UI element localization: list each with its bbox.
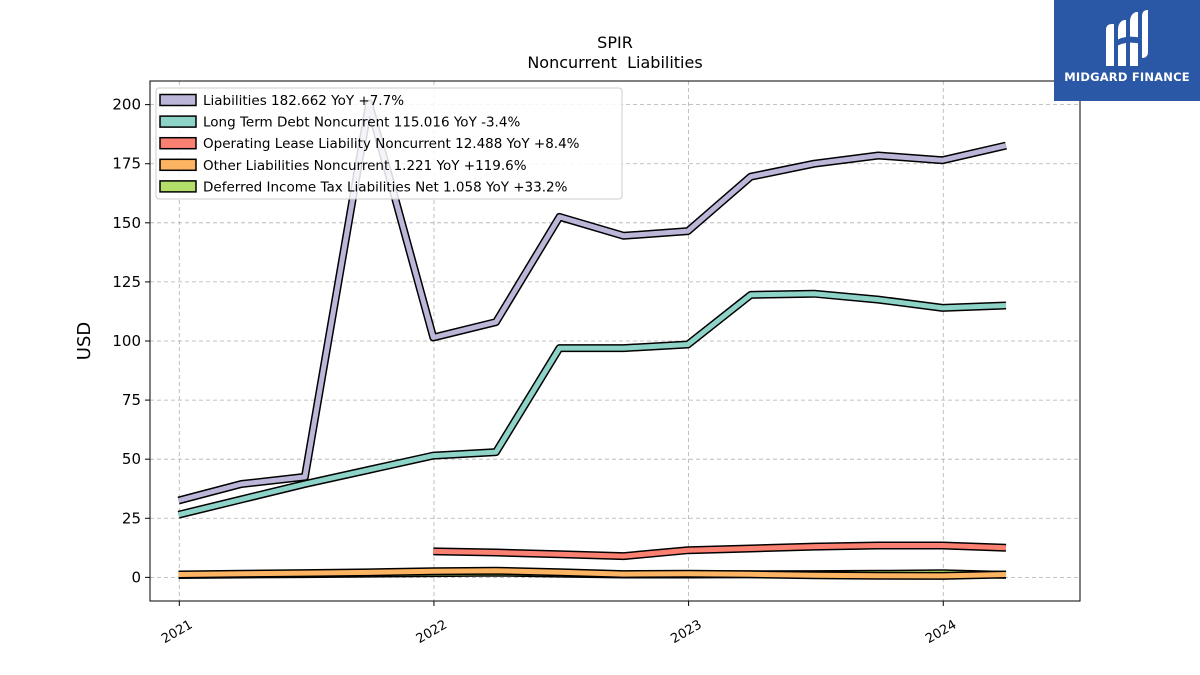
x-tick-label: 2024 [923, 617, 959, 647]
x-tick-label: 2021 [159, 617, 195, 647]
y-tick-label: 25 [122, 509, 141, 527]
series-line [178, 291, 1007, 518]
y-tick-label: 175 [112, 155, 141, 173]
brand-name: MIDGARD FINANCE [1064, 70, 1190, 84]
legend-entry[interactable]: Operating Lease Liability Noncurrent 12.… [203, 136, 580, 152]
y-tick-label: 100 [112, 332, 141, 350]
chart-title: SPIR [597, 33, 633, 52]
series-line-outline [177, 289, 1007, 519]
legend-entry[interactable]: Other Liabilities Noncurrent 1.221 YoY +… [203, 158, 527, 174]
legend[interactable]: Liabilities 182.662 YoY +7.7% Long Term D… [155, 87, 623, 200]
y-tick-label: 75 [122, 391, 141, 409]
x-tick-label: 2022 [414, 617, 450, 647]
legend-box [155, 87, 623, 200]
y-tick-label: 50 [122, 450, 141, 468]
series-layer [177, 99, 1007, 580]
chart-subtitle: Noncurrent Liabilities [527, 53, 702, 72]
legend-swatch [159, 136, 197, 150]
legend-swatch [159, 180, 197, 193]
series-line [177, 101, 1007, 503]
legend-entry[interactable]: Liabilities 182.662 YoY +7.7% [203, 93, 404, 109]
series-long-term-debt-noncurrent [177, 289, 1007, 519]
series-operating-lease-liability-noncurrent [433, 541, 1007, 561]
series-line [433, 543, 1007, 559]
legend-entry[interactable]: Long Term Debt Noncurrent 115.016 YoY -3… [203, 115, 520, 131]
x-tick-label: 2023 [668, 617, 704, 647]
y-tick-label: 125 [112, 273, 141, 291]
y-tick-label: 0 [131, 568, 141, 586]
axes: 0 25 50 75 100 125 150 175 200 2021 2022 2023 2024 [112, 96, 959, 647]
legend-swatch [159, 115, 197, 128]
midgard-logo-icon [1106, 10, 1148, 66]
y-tick-label: 150 [112, 214, 141, 232]
brand-logo: MIDGARD FINANCE [1054, 0, 1200, 101]
series-other-liabilities-noncurrent [178, 566, 1007, 580]
legend-entry[interactable]: Deferred Income Tax Liabilities Net 1.05… [203, 179, 568, 195]
series-line [178, 568, 1007, 579]
legend-swatch [159, 93, 197, 107]
y-axis-label: USD [74, 322, 95, 360]
legend-swatch [159, 158, 197, 172]
y-tick-label: 200 [112, 96, 141, 114]
series-liabilities [177, 99, 1007, 505]
